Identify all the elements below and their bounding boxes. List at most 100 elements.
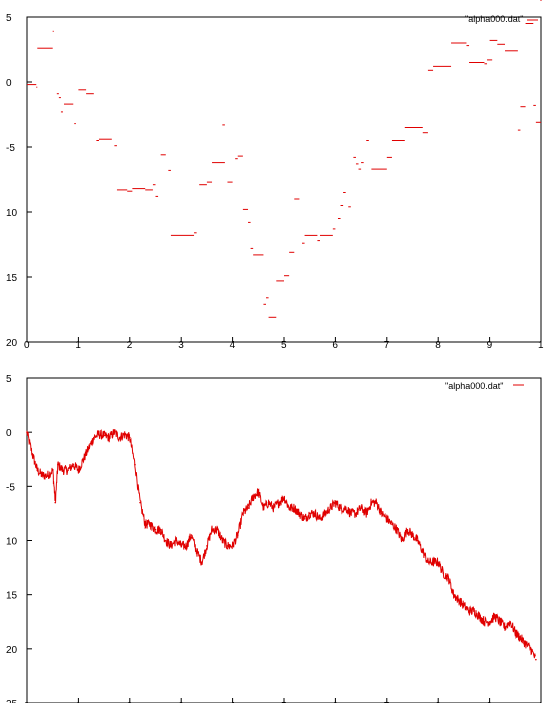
chart-bottom-data-point <box>67 469 69 471</box>
chart-bottom-x-tick-label: 5 <box>281 701 287 703</box>
chart-bottom-data-point <box>324 512 326 515</box>
chart-bottom-data-point <box>190 534 193 536</box>
chart-bottom-x-tick-label: 9 <box>487 701 493 703</box>
chart-bottom-data-point <box>257 490 260 493</box>
chart-bottom-data-point <box>396 528 398 531</box>
chart-top-y-tick-label: 5 <box>6 13 12 24</box>
chart-bottom-data-point <box>93 436 95 439</box>
chart-bottom-data-point <box>478 615 481 618</box>
chart-bottom-y-tick-label: 15 <box>6 591 18 602</box>
chart-bottom-data-point <box>221 539 224 542</box>
chart-bottom-data-point <box>267 501 270 504</box>
chart-top-y-tick-label: -5 <box>6 143 15 154</box>
chart-bottom-data-point <box>411 534 414 536</box>
chart-bottom-legend-label: "alpha000.dat" <box>445 381 503 391</box>
chart-top-x-tick-label: 1 <box>538 340 544 351</box>
chart-bottom-data-point <box>236 534 239 536</box>
chart-bottom-data-point <box>344 507 347 509</box>
chart-bottom-data-point <box>139 501 141 504</box>
chart-bottom-data-point <box>159 528 162 531</box>
chart-bottom-data-point <box>129 436 131 439</box>
chart-bottom-data-point <box>314 512 316 515</box>
chart-bottom-data-point <box>77 469 80 471</box>
chart-bottom-data-point <box>519 637 522 639</box>
chart-bottom-data-point <box>421 550 424 553</box>
chart-top-x-tick-label: 2 <box>127 340 133 351</box>
chart-bottom-data-point <box>493 615 496 618</box>
chart-bottom-data-point <box>82 458 85 461</box>
chart-bottom-x-tick-label: 7 <box>384 701 390 703</box>
chart-bottom-data-point <box>31 453 33 455</box>
chart-bottom-y-tick-label: 25 <box>6 699 18 703</box>
chart-bottom-data-point <box>149 523 152 526</box>
chart-bottom-x-tick-label: 1 <box>75 701 81 703</box>
chart-top-x-tick-label: 6 <box>332 340 338 351</box>
chart-bottom-data-point <box>447 577 450 580</box>
chart-bottom-data-point <box>529 648 532 650</box>
chart-bottom-data-point <box>262 507 265 509</box>
chart-bottom-data-point <box>406 528 409 531</box>
chart-bottom-data-point <box>123 433 126 436</box>
chart-bottom-data-point <box>231 545 234 547</box>
chart-bottom-data-point <box>293 507 296 509</box>
chart-bottom-y-tick-label: 10 <box>6 537 18 548</box>
chart-bottom-y-tick-label: 0 <box>6 428 12 439</box>
chart-bottom-data-point <box>524 642 527 645</box>
chart-bottom-data-point <box>386 518 388 520</box>
chart-bottom-data-point <box>370 501 373 504</box>
chart-bottom-data-point <box>98 433 100 436</box>
chart-bottom-data-point <box>175 539 177 542</box>
chart-bottom-data-point <box>200 561 203 563</box>
chart-bottom-data-point <box>170 545 172 547</box>
chart-top-x-tick-label: 7 <box>384 340 390 351</box>
chart-bottom-data-point <box>380 512 383 515</box>
chart-bottom-x-tick-label: 2 <box>127 701 133 703</box>
chart-bottom-y-tick-label: 5 <box>6 374 12 385</box>
chart-bottom-data-point <box>391 523 393 526</box>
chart-bottom-data-point <box>180 545 182 547</box>
chart-bottom-data-point <box>278 501 280 504</box>
chart-bottom-x-tick-label: 8 <box>435 701 441 703</box>
chart-top-x-tick-label: 1 <box>75 340 81 351</box>
chart-top-x-tick-label: 8 <box>435 340 441 351</box>
chart-bottom-data-point <box>401 539 404 542</box>
chart-bottom-data-point <box>308 512 311 515</box>
chart-bottom-data-point <box>437 561 440 563</box>
chart-bottom-x-tick-label: 6 <box>332 701 338 703</box>
chart-bottom-data-point <box>134 463 136 466</box>
chart-bottom-y-tick-label: 20 <box>6 645 18 656</box>
chart-bottom-data-point <box>108 436 111 439</box>
chart-bottom-data-point <box>154 528 157 531</box>
chart-top-x-tick-label: 0 <box>24 340 30 351</box>
chart-top-y-tick-label: 20 <box>6 338 18 349</box>
chart-top-y-tick-label: 0 <box>6 78 12 89</box>
chart-bottom-data-point <box>242 512 244 515</box>
chart-top-frame <box>26 16 542 343</box>
chart-bottom-data-point <box>319 518 321 520</box>
chart-bottom-data-point <box>247 507 249 509</box>
chart-bottom-data-point <box>499 620 501 623</box>
chart-bottom-data-point <box>36 469 39 471</box>
chart-bottom-data-point <box>339 507 342 509</box>
chart-bottom-data-point <box>164 539 167 542</box>
chart-bottom-data-point <box>272 507 275 509</box>
chart-bottom-data-point <box>144 523 147 526</box>
chart-bottom-x-tick-label: 4 <box>230 701 236 703</box>
chart-bottom-data-point <box>51 469 54 471</box>
chart-bottom-data-point <box>427 561 429 563</box>
chart-bottom-data-point <box>206 545 208 547</box>
chart-top-x-tick-label: 4 <box>230 340 236 351</box>
chart-bottom-x-tick-label: 0 <box>24 701 30 703</box>
chart-bottom-data-point <box>488 620 491 623</box>
chart-bottom-data-point <box>288 507 290 509</box>
chart-bottom-data-point <box>298 512 301 515</box>
chart-bottom-data-point <box>375 501 378 504</box>
chart-bottom-data-point <box>41 474 44 477</box>
chart-bottom-data-point <box>46 474 49 477</box>
chart-top-legend-label: "alpha000.dat" <box>465 14 523 24</box>
chart-bottom-data-point <box>463 604 465 607</box>
chart-bottom-data-point <box>226 545 229 547</box>
chart-bottom-data-point <box>350 512 352 515</box>
chart-bottom-data-point <box>432 561 434 563</box>
